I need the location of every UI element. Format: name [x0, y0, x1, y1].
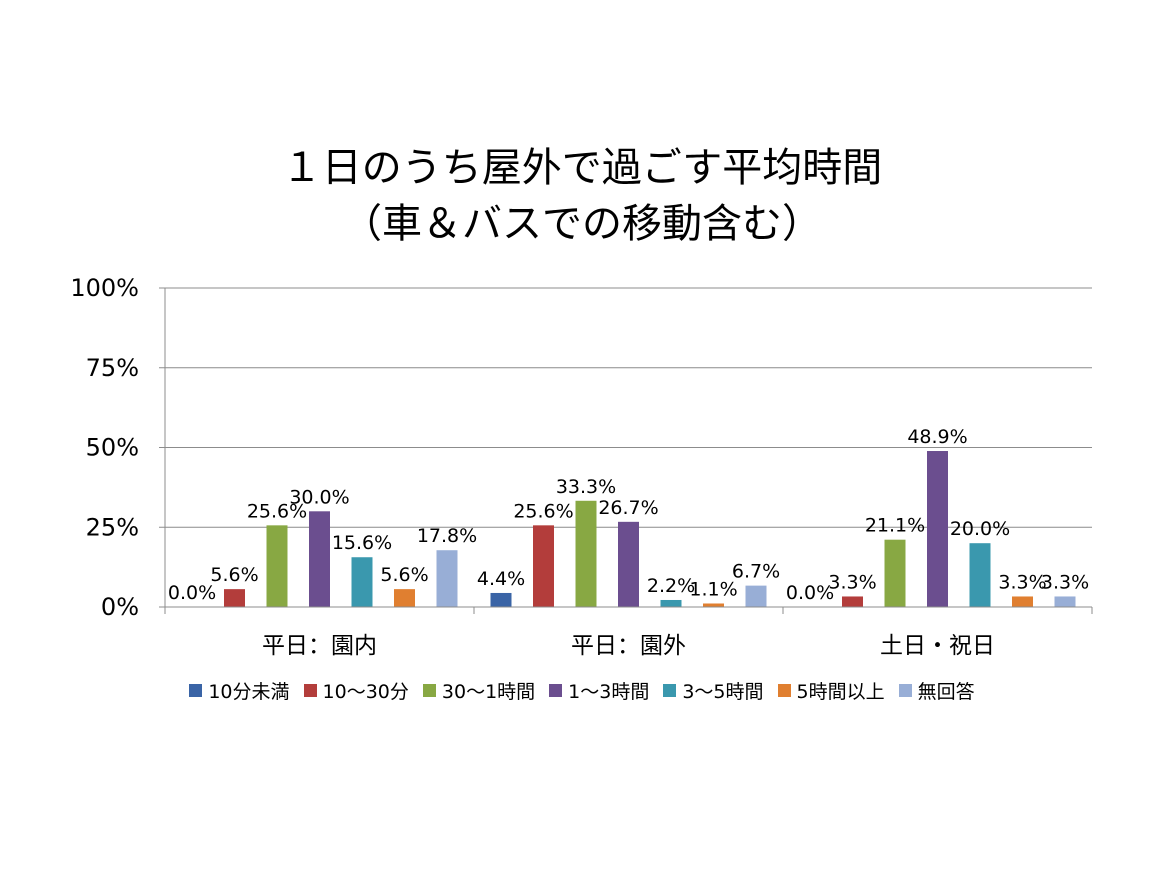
data-label: 21.1%	[865, 515, 925, 537]
bar	[394, 589, 415, 607]
legend-label: 5時間以上	[796, 681, 885, 703]
legend-label: 10分未満	[208, 681, 290, 703]
legend-item: 3〜5時間	[663, 677, 764, 704]
bar	[745, 585, 767, 607]
legend-item: 無回答	[898, 677, 975, 704]
axes	[159, 287, 1093, 614]
data-label: 3.3%	[998, 571, 1046, 593]
legend-swatch	[777, 684, 791, 697]
data-label: 5.6%	[210, 564, 258, 586]
bar	[266, 525, 288, 607]
chart-title: １日のうち屋外で過ごす平均時間	[281, 145, 883, 191]
bar	[618, 521, 639, 607]
x-axis-categories: 平日：園内 平日：園外 土日・祝日	[262, 633, 995, 659]
y-tick-label: 50%	[86, 434, 139, 462]
bar	[490, 592, 512, 607]
bars	[224, 451, 1076, 607]
legend-label: 3〜5時間	[682, 681, 764, 703]
x-category-label: 平日：園内	[262, 633, 377, 659]
legend-item: 10分未満	[189, 677, 290, 704]
y-tick-label: 0%	[101, 593, 139, 621]
data-label: 25.6%	[247, 500, 307, 522]
data-label: 4.4%	[477, 568, 525, 590]
data-label: 5.6%	[380, 564, 428, 586]
bar	[224, 589, 245, 607]
bar	[842, 596, 863, 607]
legend-item: 1〜3時間	[549, 677, 649, 704]
legend-swatch	[189, 684, 203, 697]
y-tick-label: 75%	[86, 354, 139, 382]
legend-swatch	[898, 684, 912, 697]
bar	[703, 603, 724, 607]
data-label: 30.0%	[289, 486, 349, 508]
legend-swatch	[549, 684, 563, 697]
bar	[969, 543, 991, 607]
data-label: 3.3%	[1041, 571, 1089, 593]
x-category-label: 土日・祝日	[880, 633, 995, 659]
data-label: 15.6%	[332, 532, 392, 554]
legend-label: 1〜3時間	[568, 681, 650, 703]
data-label: 17.8%	[417, 525, 477, 547]
data-label: 33.3%	[556, 476, 616, 498]
legend-item: 10〜30分	[303, 677, 409, 704]
legend-item: 5時間以上	[777, 677, 885, 704]
legend: 10分未満 10〜30分 30〜1時間 1〜3時間 3〜5時間 5時間以上 無回答	[0, 677, 1164, 704]
data-label: 2.2%	[647, 575, 695, 597]
bar	[575, 500, 597, 607]
chart-subtitle: （車＆バスでの移動含む）	[342, 201, 822, 247]
data-label: 0.0%	[786, 582, 834, 604]
y-tick-label: 25%	[86, 513, 139, 541]
data-labels: 0.0%5.6%25.6%30.0%15.6%5.6%17.8%4.4%25.6…	[168, 426, 1089, 604]
y-axis-ticks: 0% 25% 50% 75% 100%	[70, 274, 139, 621]
chart-title-block: １日のうち屋外で過ごす平均時間 （車＆バスでの移動含む）	[0, 140, 1164, 252]
bar	[351, 557, 373, 607]
bar	[436, 550, 458, 607]
bar	[309, 511, 330, 607]
legend-label: 30〜1時間	[441, 681, 536, 703]
y-tick-label: 100%	[70, 274, 139, 302]
x-category-label: 平日：園外	[571, 633, 686, 659]
bar	[1054, 596, 1076, 607]
data-label: 1.1%	[689, 578, 737, 600]
data-label: 26.7%	[598, 497, 658, 519]
data-label: 6.7%	[732, 561, 780, 583]
legend-swatch	[663, 684, 677, 697]
bar	[660, 599, 682, 607]
legend-item: 30〜1時間	[422, 677, 536, 704]
data-label: 3.3%	[828, 571, 876, 593]
legend-swatch	[422, 684, 436, 697]
data-label: 0.0%	[168, 582, 216, 604]
bar	[927, 451, 948, 607]
legend-label: 10〜30分	[322, 681, 409, 703]
legend-label: 無回答	[917, 681, 975, 703]
bar	[1012, 596, 1033, 607]
bar	[533, 525, 554, 607]
data-label: 48.9%	[907, 426, 967, 448]
legend-swatch	[303, 684, 317, 697]
data-label: 25.6%	[513, 500, 573, 522]
data-label: 20.0%	[950, 518, 1010, 540]
bar	[884, 539, 906, 607]
